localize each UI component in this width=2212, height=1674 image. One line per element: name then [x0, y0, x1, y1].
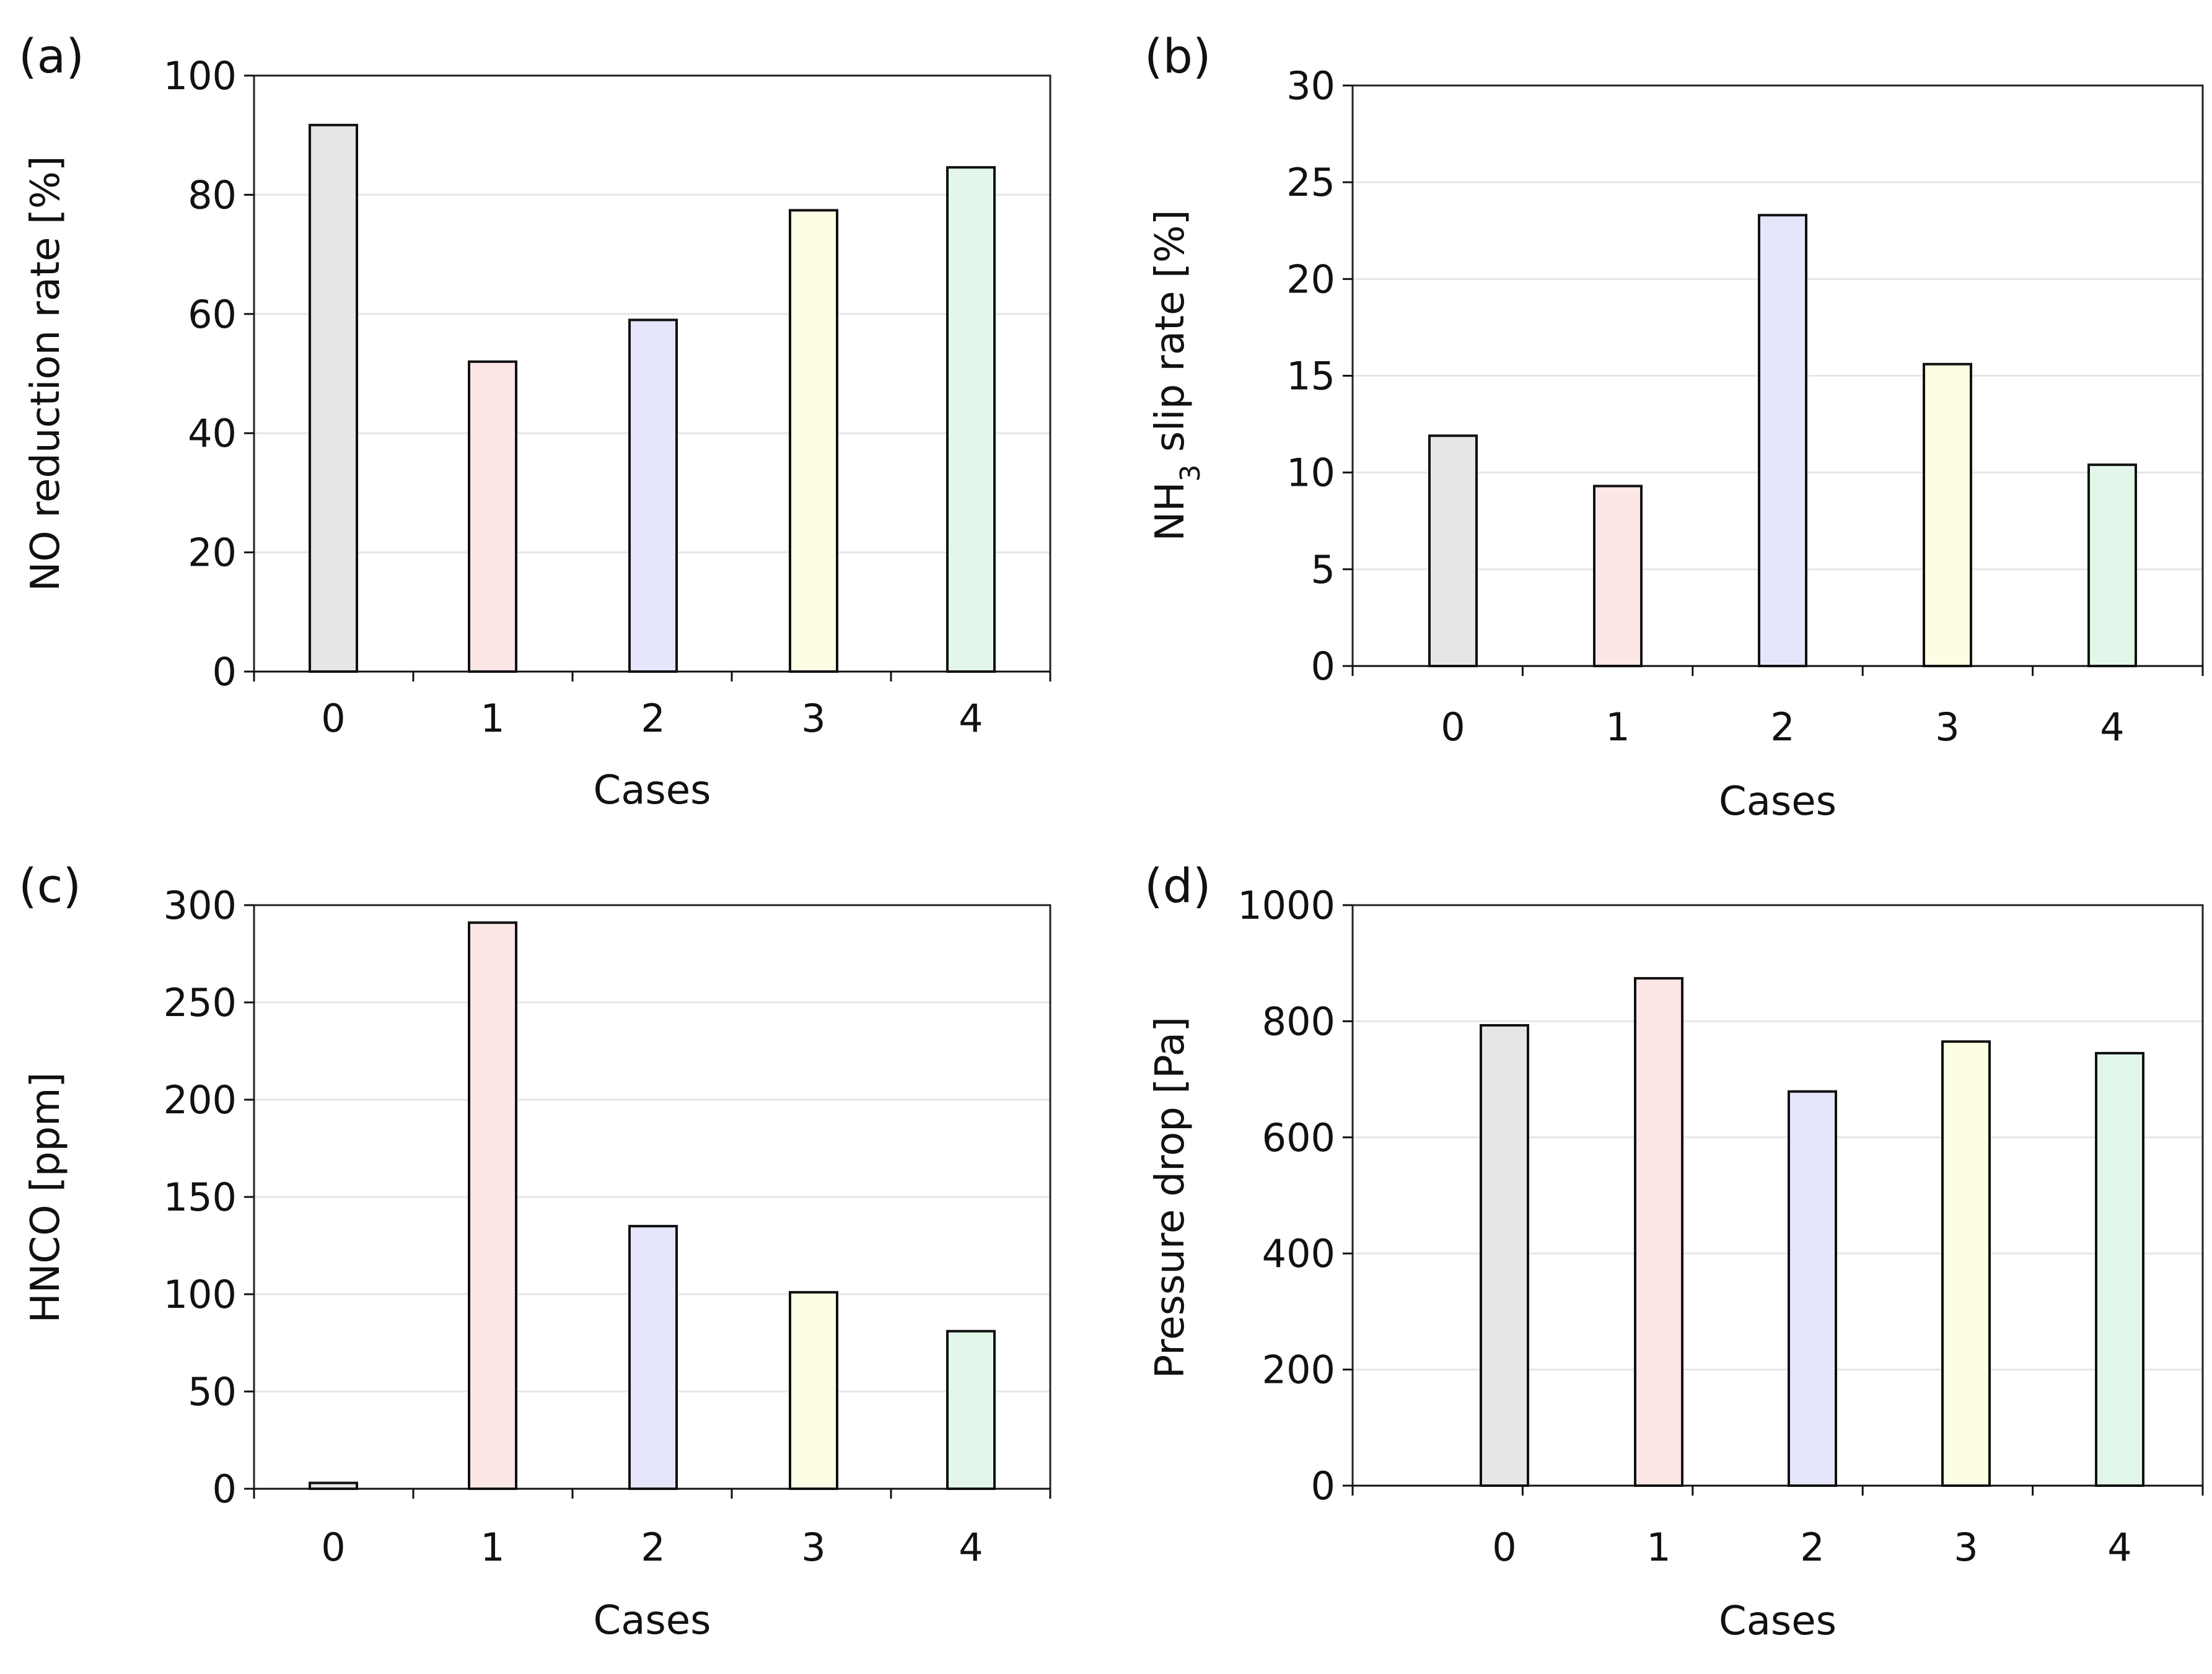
bar-case-3 [1923, 362, 1972, 667]
bar-case-2 [628, 1225, 678, 1490]
y-tick-label: 5 [1311, 547, 1335, 592]
x-tick-label: 2 [1800, 1525, 1824, 1570]
y-axis-title-part: NH [1148, 482, 1193, 541]
x-tick-label: 4 [2100, 704, 2124, 750]
y-axis-title: HNCO [ppm] [23, 1072, 69, 1323]
bar-case-1 [468, 921, 517, 1490]
y-tick-label: 0 [213, 1466, 237, 1512]
x-tick-label: 4 [2107, 1525, 2131, 1570]
y-tick-label: 250 [164, 980, 237, 1025]
y-tick-label: 1000 [1237, 883, 1335, 928]
panel-label: (b) [1144, 28, 1211, 84]
y-tick-label: 30 [1286, 63, 1335, 108]
x-tick-label: 2 [1770, 704, 1794, 750]
chart-panel-2: 0 50 100 150 200 250 300 0 1 2 3 4 Cases HNCO [ppm] (c… [19, 858, 1051, 1644]
y-tick-label: 60 [188, 292, 237, 337]
y-tick-label: 800 [1262, 999, 1335, 1044]
y-tick-label: 20 [188, 530, 237, 576]
x-axis-title: Cases [1719, 779, 1837, 825]
panel-label: (d) [1144, 858, 1211, 913]
y-tick-label: 300 [164, 883, 237, 928]
y-axis-title-part: HNCO [ppm] [23, 1072, 69, 1323]
bar-case-1 [468, 360, 517, 673]
bar-case-3 [789, 209, 838, 673]
x-tick-label: 4 [959, 696, 983, 741]
y-tick-label: 20 [1286, 256, 1335, 302]
x-tick-label: 0 [1492, 1525, 1516, 1570]
y-axis-title-part: Pressure drop [Pa] [1148, 1017, 1193, 1378]
panel-label: (c) [19, 858, 81, 913]
y-tick-label: 25 [1286, 160, 1335, 205]
y-axis-title: NO reduction rate [%] [23, 156, 69, 591]
y-tick-label: 0 [1311, 644, 1335, 689]
y-tick-label: 40 [188, 411, 237, 456]
x-axis-title: Cases [1719, 1598, 1837, 1644]
x-tick-label: 2 [641, 696, 665, 741]
y-tick-label: 0 [213, 649, 237, 695]
bar-case-0 [1480, 1023, 1529, 1487]
x-tick-label: 3 [801, 1525, 825, 1570]
x-tick-label: 0 [321, 696, 345, 741]
y-axis-title: Pressure drop [Pa] [1148, 1017, 1193, 1378]
y-tick-label: 50 [188, 1369, 237, 1414]
x-tick-label: 3 [1935, 704, 1959, 750]
y-axis-title: NH3 slip rate [%] [1148, 209, 1206, 541]
x-tick-label: 4 [959, 1525, 983, 1570]
x-tick-label: 2 [641, 1525, 665, 1570]
y-tick-label: 150 [164, 1175, 237, 1220]
bar-case-3 [1941, 1040, 1991, 1487]
y-tick-label: 100 [164, 53, 237, 99]
bar-case-2 [1758, 214, 1807, 668]
x-tick-label: 1 [1605, 704, 1630, 750]
y-tick-label: 200 [1262, 1348, 1335, 1393]
chart-panel-0: 0 20 40 60 80 100 0 1 2 3 4 Cases NO reduction rate … [19, 28, 1051, 813]
bar-case-4 [2095, 1051, 2144, 1488]
y-tick-label: 10 [1286, 450, 1335, 496]
y-tick-label: 15 [1286, 354, 1335, 399]
y-axis-title-part: slip rate [%] [1148, 209, 1193, 464]
x-axis-title: Cases [594, 768, 711, 813]
x-axis-title: Cases [594, 1598, 711, 1644]
x-tick-label: 3 [1954, 1525, 1978, 1570]
panel-label: (a) [19, 28, 84, 84]
y-tick-label: 600 [1262, 1115, 1335, 1160]
x-tick-label: 3 [801, 696, 825, 741]
y-tick-label: 0 [1311, 1463, 1335, 1509]
y-tick-label: 80 [188, 172, 237, 217]
y-axis-title-subscript: 3 [1175, 465, 1206, 482]
x-tick-label: 0 [1441, 704, 1465, 750]
x-tick-label: 1 [480, 1525, 504, 1570]
y-axis-title-part: NO reduction rate [%] [23, 156, 69, 591]
bar-case-1 [1593, 484, 1643, 668]
y-tick-label: 200 [164, 1077, 237, 1123]
x-tick-label: 1 [1646, 1525, 1670, 1570]
y-tick-label: 100 [164, 1272, 237, 1317]
bar-case-2 [628, 318, 678, 673]
bar-case-4 [946, 1330, 996, 1490]
bar-case-0 [309, 123, 358, 673]
bar-case-3 [789, 1291, 838, 1491]
chart-panel-3: 0 200 400 600 800 1000 0 1 2 3 4 Cases Pressure drop… [1144, 858, 2204, 1644]
y-tick-label: 400 [1262, 1231, 1335, 1276]
x-tick-label: 0 [321, 1525, 345, 1570]
x-tick-label: 1 [480, 696, 504, 741]
bar-case-2 [1788, 1090, 1837, 1487]
bar-case-0 [1428, 434, 1478, 667]
bar-case-4 [946, 166, 996, 673]
bar-case-1 [1634, 977, 1683, 1487]
bar-case-4 [2087, 463, 2137, 667]
